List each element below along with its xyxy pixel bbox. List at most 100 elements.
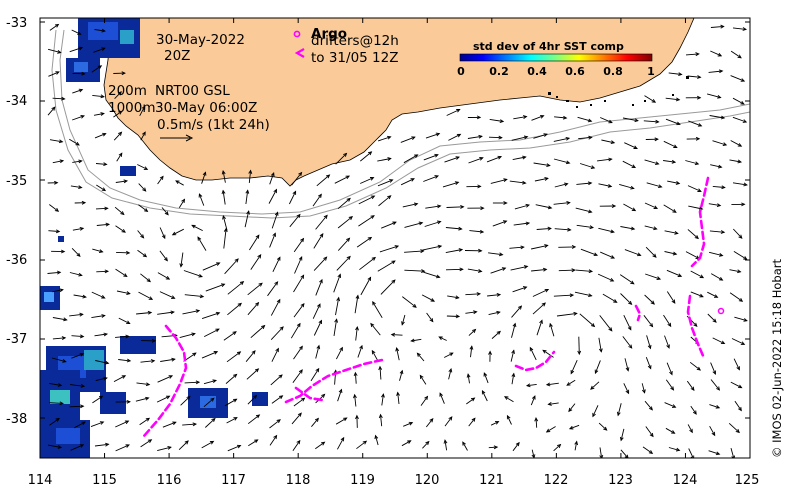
current-vector-head [740, 78, 746, 82]
current-vector [710, 362, 716, 375]
current-vector-head [556, 443, 562, 449]
current-vector-head [627, 326, 632, 331]
current-vector-head [511, 372, 516, 378]
current-vector-head [144, 208, 149, 213]
current-vector-head [317, 303, 321, 308]
current-vector-head [98, 395, 104, 400]
colorbar-tick: 0.8 [603, 65, 623, 78]
current-vector [645, 426, 654, 437]
current-vector-head [184, 440, 189, 445]
current-vector-head [359, 344, 363, 350]
current-vector-head [594, 369, 599, 375]
current-vector [687, 185, 702, 192]
colorbar: std dev of 4hr SST comp 0 0.2 0.4 0.6 0.… [457, 40, 655, 78]
current-vector [52, 97, 65, 100]
current-vector-head [100, 112, 105, 116]
current-vector-head [743, 182, 748, 187]
current-vector-head [215, 328, 220, 333]
current-vector-head [495, 421, 500, 425]
current-vector [444, 440, 448, 451]
current-vector [397, 392, 400, 405]
current-vector-head [179, 263, 184, 268]
current-vector-head [300, 302, 305, 308]
current-vector-head [78, 88, 84, 93]
current-vector [355, 326, 358, 341]
current-vector [161, 207, 169, 215]
current-vector [372, 301, 383, 319]
current-vector [511, 136, 528, 141]
current-vector [379, 245, 399, 253]
current-vector [72, 227, 84, 231]
current-vector-head [340, 436, 345, 442]
current-vector [643, 120, 659, 123]
current-vector [664, 230, 678, 234]
current-vector-head [523, 135, 529, 140]
current-vector-head [410, 178, 415, 182]
current-vector-head [738, 234, 743, 239]
current-vector [92, 94, 104, 98]
current-vector [157, 446, 172, 451]
current-vector-head [145, 417, 151, 422]
current-vector-head [547, 402, 552, 406]
current-vector [400, 178, 415, 186]
current-vector [514, 204, 530, 210]
current-vector-head [414, 154, 419, 159]
current-vector [140, 360, 155, 363]
current-vector-head [525, 383, 531, 388]
product-time-label: 30-May 06:00Z [155, 100, 257, 116]
current-vector [535, 204, 552, 209]
current-vector-head [142, 187, 147, 192]
current-vector-head [590, 165, 596, 169]
current-vector [70, 185, 82, 189]
current-vector-head [539, 319, 543, 324]
current-vector-head [448, 368, 453, 373]
current-vector [48, 71, 60, 77]
current-vector-head [374, 434, 379, 440]
date-label: 30-May-2022 [156, 32, 245, 48]
current-vector [575, 269, 593, 272]
current-vector [665, 118, 681, 125]
current-vector-head [588, 135, 593, 140]
current-vector-head [566, 200, 571, 205]
current-vector [333, 274, 341, 293]
current-vector-head [81, 200, 87, 205]
current-vector [113, 375, 126, 382]
current-vector [404, 269, 425, 272]
current-vector-head [319, 278, 323, 284]
current-vector-head [355, 294, 360, 300]
current-vector [294, 256, 303, 274]
current-vector [204, 418, 216, 428]
current-vector-head [315, 367, 320, 373]
current-vector [227, 281, 244, 295]
credit-label: © IMOS 02-Jun-2022 15:18 Hobart [770, 259, 784, 458]
current-vector [94, 29, 105, 32]
current-vector-head [121, 375, 127, 379]
current-vector [269, 172, 275, 185]
current-vector-head [391, 279, 396, 284]
current-vector-head [296, 322, 301, 328]
current-vector-head [695, 136, 701, 141]
current-vector-head [515, 441, 520, 447]
current-vector [732, 228, 743, 239]
current-vector [574, 291, 592, 297]
current-vector-head [448, 416, 453, 421]
current-vector-head [694, 161, 700, 166]
current-vector-head [715, 451, 721, 456]
current-vector [708, 450, 720, 455]
current-vector-head [570, 369, 575, 375]
current-vector [488, 311, 500, 316]
current-vector [534, 177, 548, 182]
current-vector [425, 418, 434, 428]
current-vector-head [172, 421, 177, 426]
current-vector [620, 449, 629, 458]
current-vector-head [718, 69, 724, 74]
current-vector [732, 27, 747, 30]
current-vector [136, 312, 152, 315]
current-vector-head [314, 417, 319, 422]
current-vector [184, 294, 204, 298]
lon-tick-label: 119 [350, 473, 375, 488]
current-vector-head [198, 193, 203, 198]
current-vector [291, 412, 302, 425]
current-vector-head [460, 204, 465, 209]
current-vector [179, 333, 196, 339]
